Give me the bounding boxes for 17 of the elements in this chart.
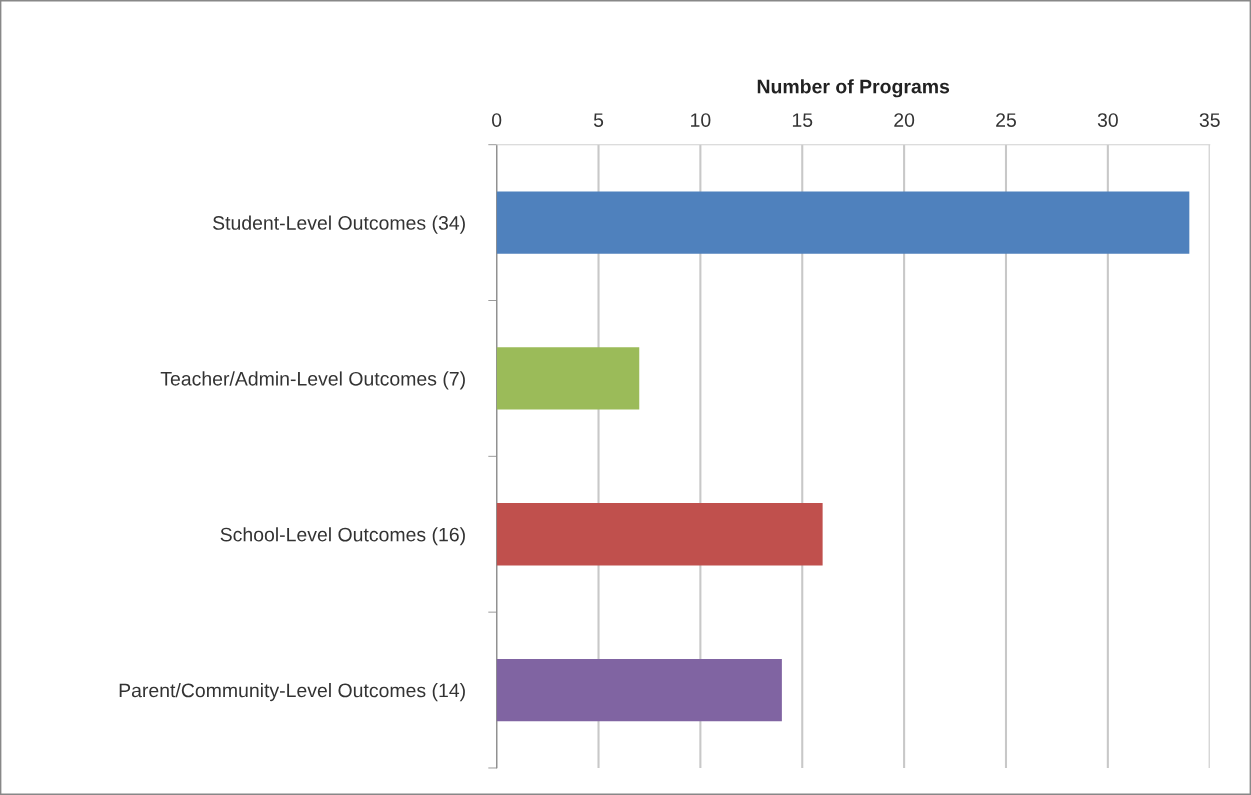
bar — [496, 191, 1190, 254]
x-axis-title: Number of Programs — [757, 79, 950, 98]
y-tick-label: Student-Level Outcomes (34) — [213, 215, 465, 234]
x-tick-label: 20 — [894, 113, 915, 127]
x-tick-label: 15 — [792, 113, 813, 127]
x-tick-label: 5 — [593, 113, 604, 127]
x-tick-label: 25 — [996, 113, 1016, 127]
bar — [496, 658, 782, 722]
bar — [496, 347, 640, 410]
y-tick-label: Teacher/Admin-Level Outcomes (7) — [160, 371, 465, 390]
x-tick-label: 0 — [492, 113, 502, 127]
x-tick-label: 30 — [1097, 113, 1118, 127]
bar — [496, 503, 823, 566]
x-tick-label: 10 — [691, 113, 711, 127]
y-tick-label: School-Level Outcomes (16) — [220, 527, 465, 546]
y-tick-label: Parent/Community-Level Outcomes (14) — [119, 683, 465, 702]
x-tick-label: 35 — [1199, 113, 1220, 127]
